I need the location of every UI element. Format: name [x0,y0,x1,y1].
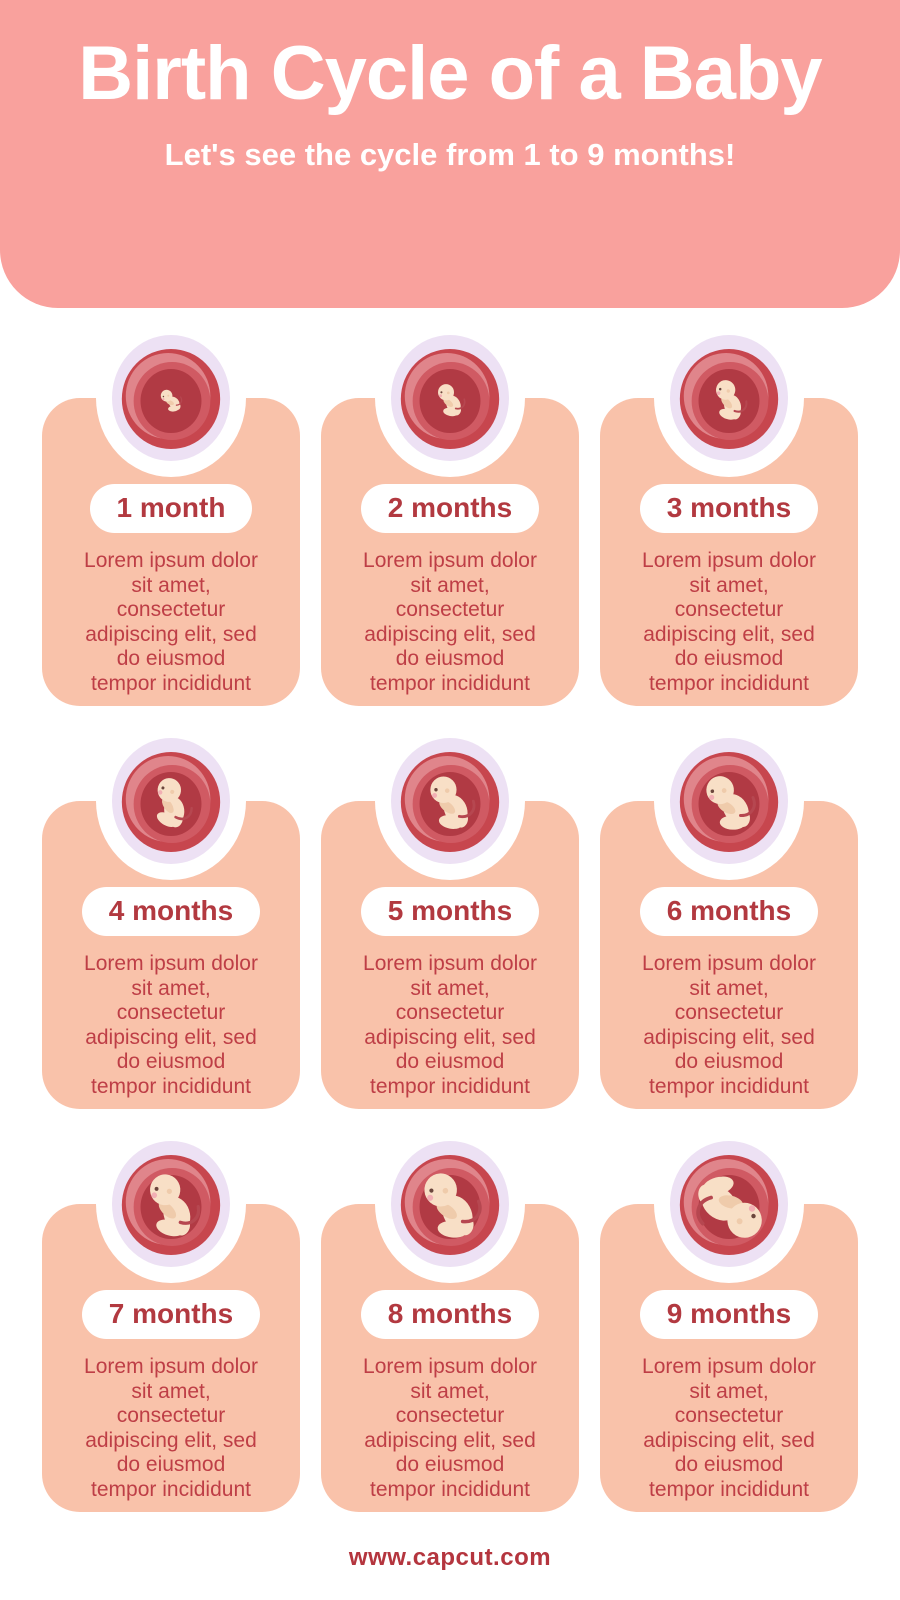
womb-fetus-month-8-icon [391,1141,509,1267]
month-label: 3 months [666,492,792,523]
womb-embryo-month-1-icon [112,335,230,461]
month-label: 1 month [116,492,226,523]
womb-illustration-bubble [375,319,525,477]
page-title: Birth Cycle of a Baby [78,31,822,116]
header-banner: Birth Cycle of a Baby Let's see the cycl… [0,0,900,308]
month-label-pill: 8 months [360,1290,540,1339]
month-label-pill: 4 months [81,887,261,936]
month-card-2: 2 months Lorem ipsum dolor sit amet, con… [321,319,579,706]
months-grid: 1 month Lorem ipsum dolor sit amet, cons… [0,319,900,1512]
womb-illustration-bubble [654,1125,804,1283]
womb-illustration-bubble [96,722,246,880]
womb-illustration-bubble [654,722,804,880]
month-label-pill: 5 months [360,887,540,936]
womb-fetus-month-4-icon [112,738,230,864]
month-label: 7 months [108,1298,234,1329]
month-card-4: 4 months Lorem ipsum dolor sit amet, con… [42,722,300,1109]
womb-fetus-month-6-icon [670,738,788,864]
month-description: Lorem ipsum dolor sit amet, consectetur … [84,549,258,695]
month-card-5: 5 months Lorem ipsum dolor sit amet, con… [321,722,579,1109]
month-label: 5 months [387,895,513,926]
month-card-9: 9 months Lorem ipsum dolor sit amet, con… [600,1125,858,1512]
womb-illustration-bubble [96,319,246,477]
month-label-pill: 6 months [639,887,819,936]
month-label-pill: 2 months [360,484,540,533]
month-description: Lorem ipsum dolor sit amet, consectetur … [642,549,816,695]
month-label: 2 months [387,492,513,523]
month-description: Lorem ipsum dolor sit amet, consectetur … [84,1355,258,1501]
month-description: Lorem ipsum dolor sit amet, consectetur … [363,1355,537,1501]
month-label-pill: 3 months [639,484,819,533]
month-label: 4 months [108,895,234,926]
month-description: Lorem ipsum dolor sit amet, consectetur … [84,952,258,1098]
month-card-7: 7 months Lorem ipsum dolor sit amet, con… [42,1125,300,1512]
womb-illustration-bubble [375,722,525,880]
footer: www.capcut.com [0,1544,900,1572]
womb-illustration-bubble [375,1125,525,1283]
womb-illustration-bubble [96,1125,246,1283]
womb-fetus-month-7-icon [112,1141,230,1267]
month-label-pill: 1 month [89,484,253,533]
month-card-3: 3 months Lorem ipsum dolor sit amet, con… [600,319,858,706]
womb-fetus-month-9-icon [670,1141,788,1267]
month-card-8: 8 months Lorem ipsum dolor sit amet, con… [321,1125,579,1512]
month-label: 8 months [387,1298,513,1329]
month-description: Lorem ipsum dolor sit amet, consectetur … [642,952,816,1098]
month-label: 9 months [666,1298,792,1329]
womb-fetus-month-2-icon [391,335,509,461]
womb-illustration-bubble [654,319,804,477]
website-url: www.capcut.com [348,1544,552,1571]
page-subtitle: Let's see the cycle from 1 to 9 months! [164,136,736,172]
month-label: 6 months [666,895,792,926]
month-card-1: 1 month Lorem ipsum dolor sit amet, cons… [42,319,300,706]
month-description: Lorem ipsum dolor sit amet, consectetur … [642,1355,816,1501]
month-description: Lorem ipsum dolor sit amet, consectetur … [363,549,537,695]
month-card-6: 6 months Lorem ipsum dolor sit amet, con… [600,722,858,1109]
month-description: Lorem ipsum dolor sit amet, consectetur … [363,952,537,1098]
womb-fetus-month-5-icon [391,738,509,864]
month-label-pill: 9 months [639,1290,819,1339]
womb-fetus-month-3-icon [670,335,788,461]
month-label-pill: 7 months [81,1290,261,1339]
